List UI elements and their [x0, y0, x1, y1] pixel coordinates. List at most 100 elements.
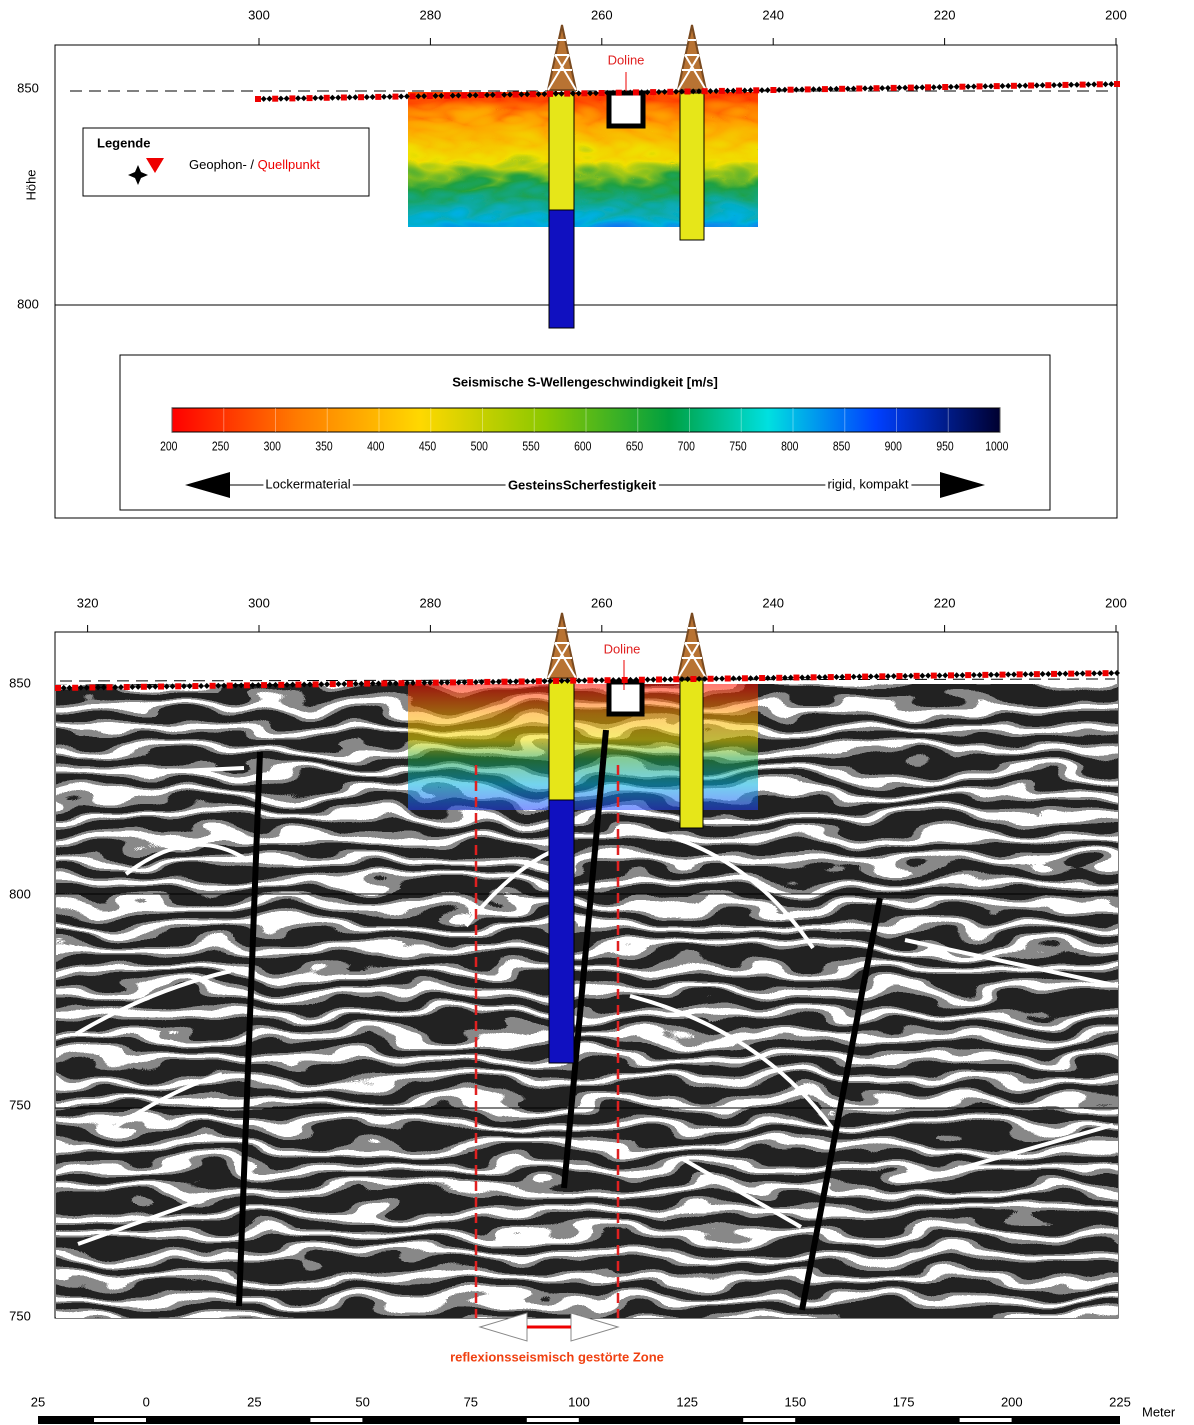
doline-label: Doline: [608, 52, 645, 67]
x-tick-label: 280: [420, 7, 442, 22]
source-marker: [313, 681, 319, 687]
source-marker: [347, 681, 353, 687]
source-marker: [1034, 671, 1040, 677]
colorbar-tick-label: 800: [781, 439, 799, 453]
source-marker: [330, 681, 336, 687]
source-marker: [444, 93, 450, 99]
colorbar-title: Seismische S-Wellengeschwindigkeit [m/s]: [452, 374, 718, 389]
doline-box: [609, 93, 643, 126]
source-marker: [650, 89, 656, 95]
source-marker: [673, 676, 679, 682]
x-tick-label: 260: [591, 595, 613, 610]
source-marker: [1051, 671, 1057, 677]
source-marker: [856, 86, 862, 92]
source-marker: [530, 91, 536, 97]
colorbar-tick-label: 1000: [985, 439, 1009, 453]
source-marker: [398, 680, 404, 686]
source-marker: [725, 676, 731, 682]
source-marker: [776, 675, 782, 681]
source-marker: [708, 676, 714, 682]
scale-bar: [38, 1416, 1120, 1424]
source-marker: [948, 672, 954, 678]
source-marker: [1068, 671, 1074, 677]
source-marker: [685, 89, 691, 95]
y-tick-label: 750: [9, 1097, 31, 1112]
source-marker: [1114, 81, 1120, 87]
source-marker: [633, 89, 639, 95]
source-marker: [158, 684, 164, 690]
scale-unit: Meter: [1142, 1404, 1176, 1419]
source-marker: [536, 678, 542, 684]
source-marker: [805, 86, 811, 92]
colorbar-tick-label: 300: [264, 439, 282, 453]
source-marker: [478, 92, 484, 98]
source-marker: [324, 95, 330, 101]
source-marker: [822, 86, 828, 92]
source-marker: [736, 88, 742, 94]
y-tick-label: 800: [17, 296, 39, 311]
colorbar-tick-label: 250: [212, 439, 230, 453]
colorbar-tick-label: 850: [833, 439, 851, 453]
source-marker: [1045, 82, 1051, 88]
source-marker: [622, 677, 628, 683]
colorbar-tick-label: 450: [419, 439, 437, 453]
source-marker: [914, 673, 920, 679]
x-tick-label: 220: [934, 7, 956, 22]
source-marker: [570, 678, 576, 684]
source-marker: [788, 87, 794, 93]
x-tick-label: 320: [77, 595, 99, 610]
source-marker: [89, 685, 95, 691]
source-marker: [891, 85, 897, 91]
source-marker: [192, 683, 198, 689]
doline-box: [609, 682, 642, 714]
source-marker: [656, 676, 662, 682]
borehole: [549, 680, 574, 800]
source-marker: [513, 92, 519, 98]
arrow-left-label: Lockermaterial: [265, 476, 350, 491]
source-marker: [392, 94, 398, 100]
doline-label: Doline: [604, 641, 641, 656]
x-tick-label: 260: [591, 7, 613, 22]
source-marker: [124, 684, 130, 690]
source-marker: [341, 95, 347, 101]
tomography-overlay: [408, 682, 758, 810]
source-marker: [1028, 83, 1034, 89]
legend-red: Quellpunkt: [258, 157, 321, 172]
source-marker: [244, 682, 250, 688]
source-marker: [519, 678, 525, 684]
x-tick-label: 220: [934, 595, 956, 610]
y-tick-label: 800: [9, 886, 31, 901]
legend-text: Geophon- / Quellpunkt: [189, 157, 320, 172]
source-marker: [753, 87, 759, 93]
source-marker: [1085, 670, 1091, 676]
source-marker: [255, 96, 261, 102]
borehole: [549, 210, 574, 328]
figure: Doline Höhe Legende Geophon- / Quellpunk…: [0, 0, 1194, 1425]
source-marker: [719, 88, 725, 94]
source-marker: [295, 682, 301, 688]
source-marker: [845, 674, 851, 680]
scale-tick-label: 50: [355, 1394, 369, 1409]
source-marker: [667, 89, 673, 95]
source-marker: [587, 677, 593, 683]
source-marker: [450, 679, 456, 685]
source-marker: [278, 682, 284, 688]
source-marker: [759, 675, 765, 681]
scale-tick-label: 175: [893, 1394, 915, 1409]
borehole: [680, 680, 703, 828]
scale-tick-label: 25: [31, 1394, 45, 1409]
colorbar-tick-label: 350: [315, 439, 333, 453]
source-marker: [1011, 83, 1017, 89]
y-tick-label: 850: [9, 675, 31, 690]
source-marker: [942, 84, 948, 90]
source-marker: [375, 94, 381, 100]
source-marker: [461, 92, 467, 98]
borehole: [680, 93, 704, 240]
legend-title: Legende: [97, 135, 150, 150]
source-marker: [1017, 671, 1023, 677]
source-marker: [839, 86, 845, 92]
source-marker: [261, 682, 267, 688]
source-marker: [416, 680, 422, 686]
scale-tick-label: 0: [143, 1394, 150, 1409]
scale-segment: [310, 1418, 362, 1422]
